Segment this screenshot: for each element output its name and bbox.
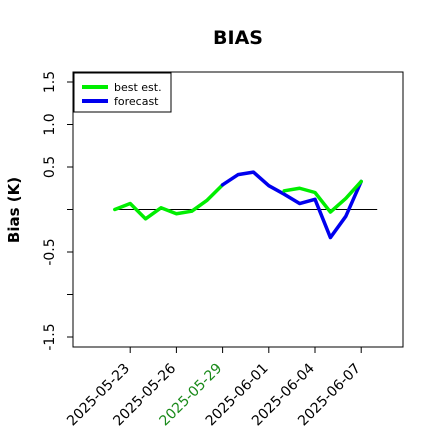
series-line-best-est-: [113, 183, 225, 221]
legend-label-forecast: forecast: [114, 95, 159, 108]
legend-label-best-est: best est.: [114, 81, 162, 94]
y-tick-label: 1.0: [42, 113, 58, 135]
chart-title: BIAS: [213, 27, 263, 49]
y-tick-label: 0.5: [42, 156, 58, 178]
y-axis: -1.5 -0.5 0.5 1.0 1.5: [42, 71, 73, 351]
legend-box: [73, 72, 172, 113]
x-axis: 2025-05-232025-05-262025-05-292025-06-01…: [64, 347, 364, 429]
y-axis-label: Bias (K): [5, 177, 23, 243]
series-line-forecast: [220, 170, 363, 240]
y-tick-label: -1.5: [42, 323, 58, 350]
y-tick-label: 1.5: [42, 71, 58, 93]
series-line-segment-2: [282, 179, 363, 214]
series-lines: [113, 170, 363, 240]
y-tick-label: -0.5: [42, 238, 58, 265]
legend: best est. forecast: [73, 72, 172, 113]
